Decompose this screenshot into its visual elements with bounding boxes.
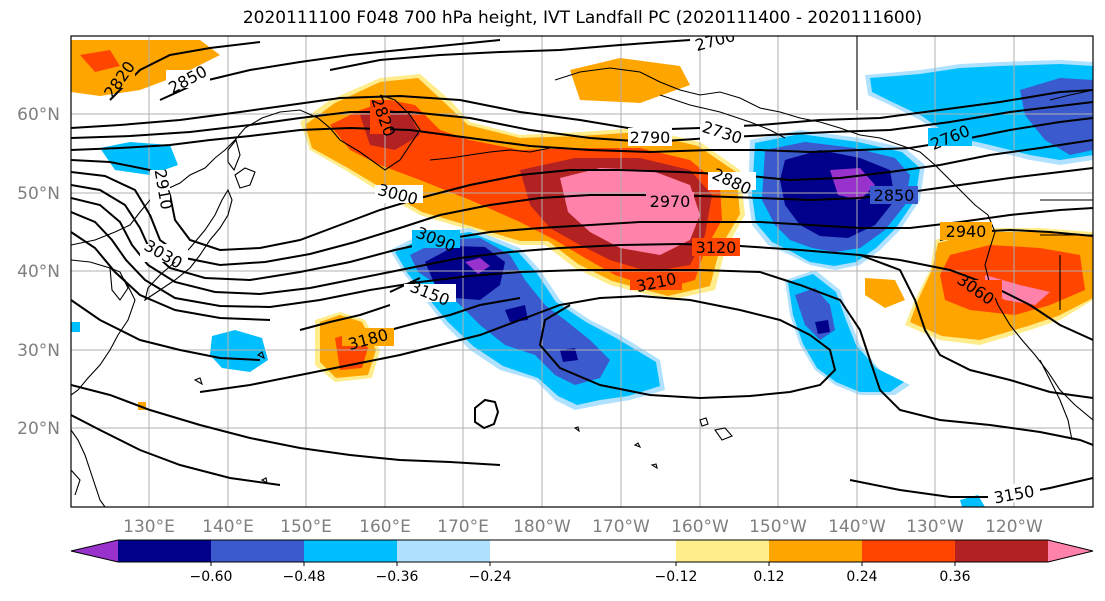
lat-label: 30°N: [17, 341, 60, 361]
colorbar-segment: [397, 540, 491, 562]
lon-label: 140°E: [202, 517, 254, 537]
colorbar-segment: [304, 540, 398, 562]
colorbar-tick-label: −0.36: [376, 569, 419, 585]
latitude-labels: 60°N 50°N 40°N 30°N 20°N: [17, 105, 60, 439]
contour-labels: 2820 2850 2700 2820 2790 2730 2760 2910 …: [100, 36, 1040, 507]
map-title: 2020111100 F048 700 hPa height, IVT Land…: [242, 8, 923, 28]
colorbar-segment: [583, 540, 677, 562]
lat-label: 20°N: [17, 419, 60, 439]
lon-label: 120°W: [985, 517, 1043, 537]
longitude-labels: 130°E 140°E 150°E 160°E 170°E 180°W 170°…: [123, 517, 1043, 537]
colorbar-segment: [118, 540, 212, 562]
colorbar-segment: [490, 540, 584, 562]
colorbar-tick-label: −0.60: [190, 569, 233, 585]
colorbar-tick-label: 0.24: [846, 569, 877, 585]
colorbar-segment: [862, 540, 956, 562]
lon-label: 160°E: [359, 517, 411, 537]
contour-label: 2970: [650, 192, 691, 211]
colorbar-extend-max: [1048, 540, 1093, 562]
lon-label: 170°E: [437, 517, 489, 537]
colorbar-outline: [70, 539, 1094, 563]
colorbar-segment: [211, 540, 305, 562]
colorbar-tick-label: 0.12: [753, 569, 784, 585]
lon-label: 170°W: [592, 517, 650, 537]
colorbar-extend-min: [71, 540, 118, 562]
colorbar-segment: [769, 540, 863, 562]
colorbar-tick-label: −0.24: [469, 569, 512, 585]
lat-label: 50°N: [17, 184, 60, 204]
map-content: 2820 2850 2700 2820 2790 2730 2760 2910 …: [71, 36, 1093, 507]
lon-label: 130°W: [906, 517, 964, 537]
height-contours: [71, 39, 1093, 498]
contour-label: 3120: [696, 238, 737, 257]
lon-label: 180°W: [513, 517, 571, 537]
lon-label: 130°E: [123, 517, 175, 537]
negative-ivt-shading: [71, 60, 1093, 507]
colorbar-segment: [955, 540, 1049, 562]
contour-label: 2790: [630, 128, 671, 147]
lon-label: 160°W: [671, 517, 729, 537]
contour-label: 2940: [946, 222, 987, 241]
lat-label: 60°N: [17, 105, 60, 125]
lat-label: 40°N: [17, 262, 60, 282]
lon-label: 140°W: [828, 517, 886, 537]
colorbar-tick-label: 0.36: [939, 569, 970, 585]
colorbar-tick-label: −0.48: [283, 569, 326, 585]
lon-label: 150°W: [749, 517, 807, 537]
lon-label: 150°E: [280, 517, 332, 537]
colorbar-segment: [676, 540, 770, 562]
map-frame: [70, 35, 1094, 508]
coastlines: [71, 36, 1093, 507]
contour-label: 2850: [874, 186, 915, 205]
colorbar-tick-label: −0.12: [655, 569, 698, 585]
colorbar: −0.60 −0.48 −0.36 −0.24 −0.12 0.12 0.24 0.36: [70, 539, 1094, 585]
